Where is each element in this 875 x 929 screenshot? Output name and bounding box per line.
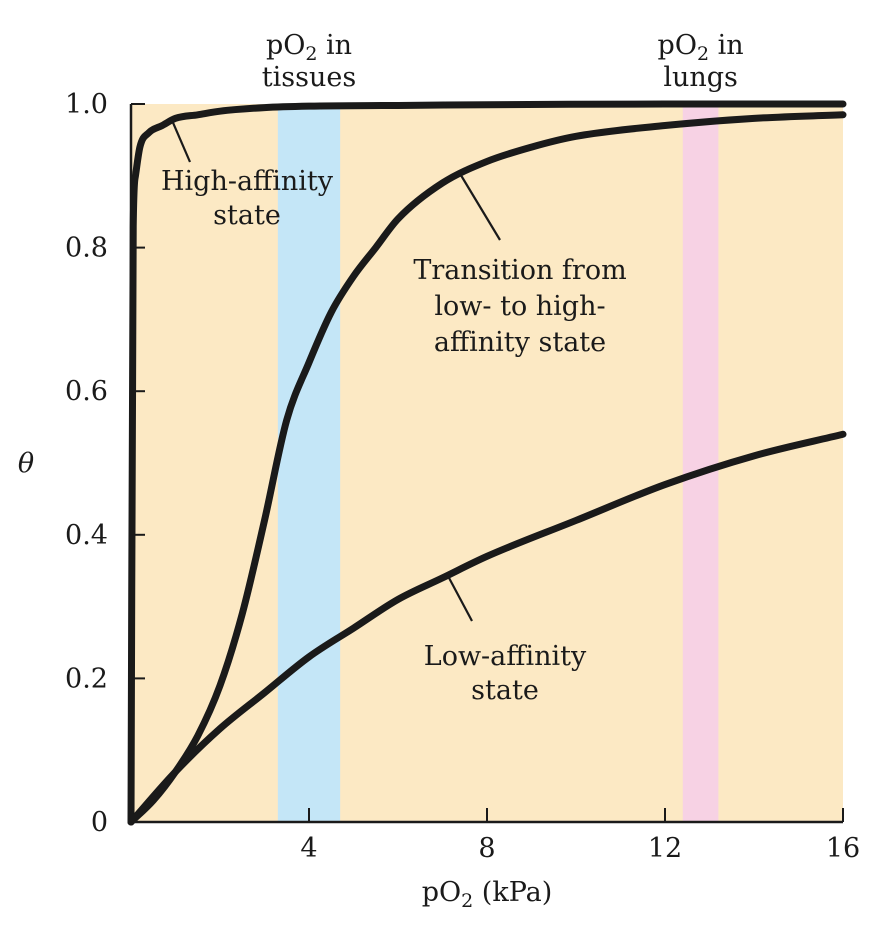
- x-tick-label-8: 8: [478, 833, 495, 864]
- y-tick-label-1: 1.0: [65, 89, 108, 120]
- annotation-low-affinity-state-line-1: Low-affinity: [424, 641, 587, 672]
- band-label-tissues-line-2: tissues: [262, 62, 356, 93]
- series-line-transition-from-low-to-high-affinity-state: [127, 111, 847, 826]
- y-tick-label-0-4: 0.4: [65, 520, 108, 551]
- y-tick-label-0-8: 0.8: [65, 233, 108, 264]
- annotation-transition-from-low-to-high-affinity-state-line-2: low- to high-: [434, 291, 605, 322]
- curve-group: [127, 100, 847, 826]
- tick-group: 4 8 12 16 0 0.2 0.4 0.6 0.8 1.0: [65, 89, 860, 864]
- annotation-high-affinity-state-line-2: state: [213, 200, 281, 231]
- annotation-high-affinity-state-line-1: High-affinity: [161, 166, 334, 197]
- annotation-transition-from-low-to-high-affinity-state-line-3: affinity state: [434, 327, 606, 358]
- x-tick-label-4: 4: [300, 833, 317, 864]
- band-group: [277, 104, 719, 822]
- annotation-low-affinity-state-leader: [447, 575, 473, 622]
- band-tissues: [277, 104, 341, 822]
- annotation-high-affinity-state-leader: [169, 117, 192, 163]
- y-tick-label-0: 0: [91, 807, 108, 838]
- annotation-transition-from-low-to-high-affinity-state-line-1: Transition from: [413, 255, 626, 286]
- annotation-low-affinity-state-line-2: state: [471, 675, 539, 706]
- series-line-low-affinity-state: [127, 430, 847, 826]
- leader-group: [169, 117, 501, 622]
- x-tick-label-12: 12: [648, 833, 682, 864]
- annotation-transition-from-low-to-high-affinity-state-leader: [458, 171, 501, 241]
- y-axis-title: θ: [18, 448, 34, 479]
- band-label-lungs-line-2: lungs: [663, 62, 738, 93]
- band-label-lungs-line-1: pO2 in: [658, 30, 744, 65]
- series-line-high-affinity-state: [127, 100, 847, 826]
- band-label-tissues-line-1: pO2 in: [266, 30, 352, 65]
- y-tick-label-0-2: 0.2: [65, 663, 108, 694]
- band-lungs: [682, 104, 719, 822]
- x-axis-title: pO2 (kPa): [422, 877, 553, 912]
- y-tick-label-0-6: 0.6: [65, 376, 108, 407]
- x-tick-label-16: 16: [826, 833, 860, 864]
